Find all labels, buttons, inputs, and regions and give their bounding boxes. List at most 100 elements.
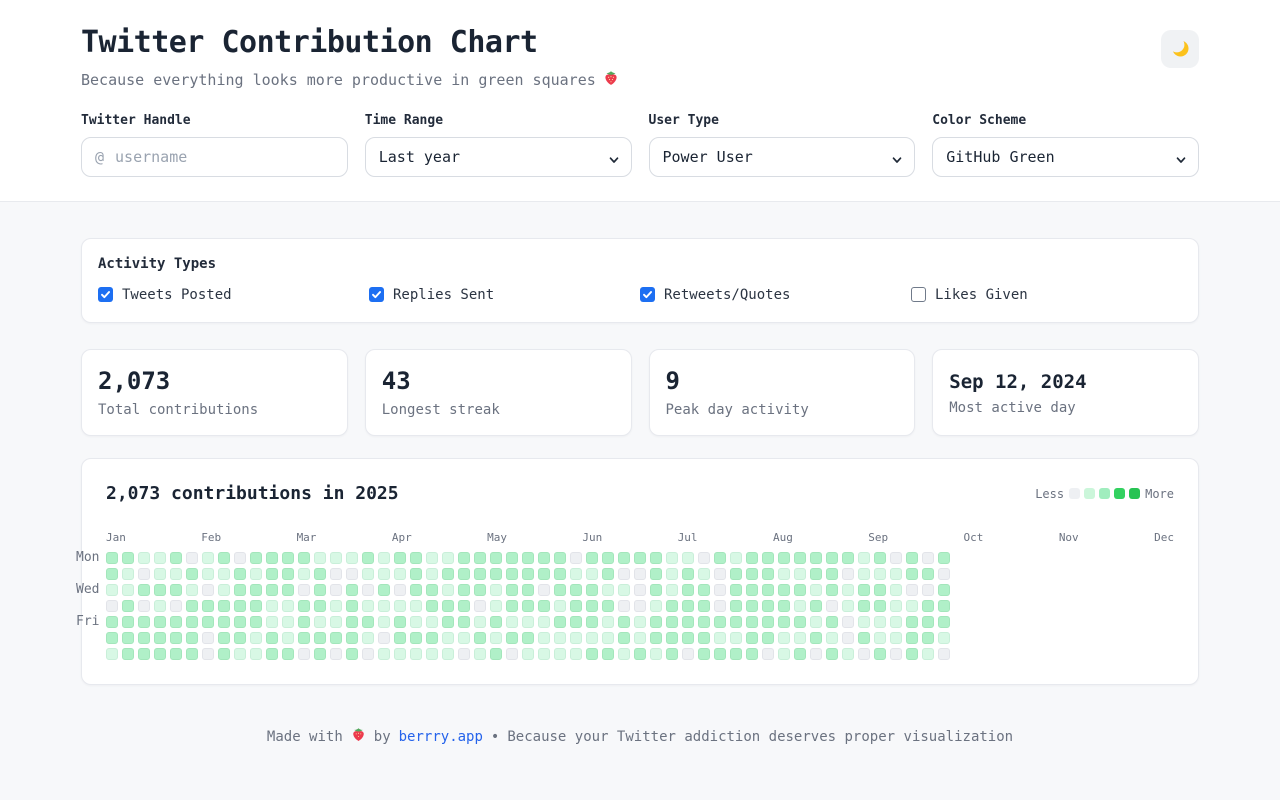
chart-header: 2,073 contributions in 2025 Less More: [106, 483, 1174, 504]
contribution-cell: [922, 552, 934, 565]
contribution-cell: [378, 584, 390, 597]
contribution-cell: [490, 552, 502, 565]
contribution-cell: [266, 648, 278, 661]
contribution-cell: [602, 616, 614, 629]
stat-label: Most active day: [949, 400, 1076, 417]
contribution-cell: [842, 616, 854, 629]
contribution-cell: [378, 648, 390, 661]
contribution-cell: [346, 568, 358, 581]
contribution-cell: [442, 552, 454, 565]
contribution-cell: [234, 584, 246, 597]
checkbox-checked[interactable]: [369, 287, 384, 302]
user-type-select[interactable]: Power User: [648, 136, 916, 177]
contribution-cell: [330, 584, 342, 597]
contribution-cell: [474, 616, 486, 629]
contribution-cell: [458, 584, 470, 597]
contribution-cell: [890, 600, 902, 613]
contribution-cell: [490, 600, 502, 613]
contribution-cell: [570, 600, 582, 613]
contribution-cell: [682, 552, 694, 565]
contribution-cell: [394, 584, 406, 597]
contribution-cell: [218, 648, 230, 661]
contribution-cell: [714, 600, 726, 613]
contribution-cell: [794, 616, 806, 629]
contribution-cell: [282, 632, 294, 645]
contribution-cell: [666, 600, 678, 613]
contribution-cell: [122, 568, 134, 581]
twitter-handle-input[interactable]: [113, 146, 334, 167]
contribution-cell: [170, 568, 182, 581]
checkbox-unchecked[interactable]: [911, 287, 926, 302]
contribution-cell: [922, 632, 934, 645]
contribution-cell: [746, 632, 758, 645]
contribution-cell: [666, 632, 678, 645]
contribution-cell: [666, 584, 678, 597]
month-label: Apr: [391, 531, 412, 545]
contribution-cell: [522, 616, 534, 629]
contribution-cell: [554, 568, 566, 581]
contribution-cell: [842, 552, 854, 565]
contribution-cell: [346, 552, 358, 565]
contribution-cell: [282, 600, 294, 613]
stat-value: 2,073: [98, 366, 171, 395]
contribution-cell: [874, 616, 886, 629]
month-label: Aug: [772, 531, 793, 545]
contribution-cell: [314, 632, 326, 645]
month-label: Oct: [963, 531, 984, 545]
contribution-cell: [650, 616, 662, 629]
contribution-cell: [282, 568, 294, 581]
contribution-cell: [298, 552, 310, 565]
contribution-cell: [938, 600, 950, 613]
contribution-cell: [426, 632, 438, 645]
contribution-cell: [762, 632, 774, 645]
contribution-cell: [906, 584, 918, 597]
contribution-cell: [810, 632, 822, 645]
contribution-cell: [618, 632, 630, 645]
contribution-cell: [698, 552, 710, 565]
contribution-cell: [298, 600, 310, 613]
contribution-cell: [426, 600, 438, 613]
contribution-cell: [170, 648, 182, 661]
at-prefix: @: [95, 147, 105, 166]
checkbox-checked[interactable]: [640, 287, 655, 302]
contribution-cell: [650, 552, 662, 565]
time-range-select[interactable]: Last year: [364, 136, 632, 177]
contribution-cell: [554, 552, 566, 565]
contribution-cell: [810, 648, 822, 661]
contribution-cell: [810, 584, 822, 597]
activity-option[interactable]: Retweets/Quotes: [640, 287, 911, 303]
legend-squares: [1069, 488, 1141, 500]
activity-option[interactable]: Tweets Posted: [98, 287, 369, 303]
contribution-cell: [714, 632, 726, 645]
theme-toggle-button[interactable]: [1161, 30, 1199, 68]
contribution-cell: [442, 648, 454, 661]
contribution-cell: [698, 568, 710, 581]
contribution-cell: [762, 600, 774, 613]
berrry-app-link[interactable]: berrry.app: [398, 728, 483, 745]
contribution-cell: [506, 552, 518, 565]
contribution-cell: [250, 600, 262, 613]
contribution-cell: [922, 584, 934, 597]
contribution-cell: [138, 552, 150, 565]
legend-square: [1114, 488, 1126, 500]
contribution-cell: [362, 632, 374, 645]
contribution-cell: [106, 552, 118, 565]
contribution-cell: [250, 632, 262, 645]
contribution-cell: [202, 552, 214, 565]
contribution-cell: [474, 600, 486, 613]
checkbox-checked[interactable]: [98, 287, 113, 302]
contribution-cell: [890, 632, 902, 645]
contribution-cell: [842, 584, 854, 597]
contribution-cell: [506, 648, 518, 661]
contribution-cell: [186, 584, 198, 597]
activity-option[interactable]: Replies Sent: [369, 287, 640, 303]
twitter-handle-label: Twitter Handle: [81, 112, 191, 128]
activity-option[interactable]: Likes Given: [911, 287, 1182, 303]
contribution-cell: [938, 648, 950, 661]
contribution-cell: [378, 616, 390, 629]
contribution-cell: [666, 568, 678, 581]
contribution-cell: [906, 632, 918, 645]
color-scheme-select[interactable]: GitHub Green: [932, 136, 1199, 177]
contribution-cell: [794, 600, 806, 613]
page-subtitle: Because everything looks more productive…: [81, 70, 619, 90]
